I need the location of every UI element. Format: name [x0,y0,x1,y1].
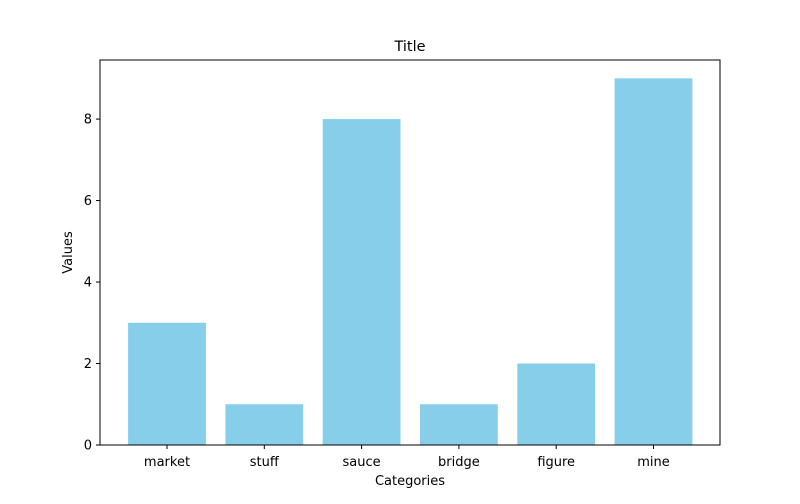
x-axis-ticks: market stuff sauce bridge figure mine [144,445,670,470]
y-tick-label: 2 [84,357,92,372]
bar-figure [517,363,596,445]
chart-title: Title [393,39,425,55]
y-tick-label: 4 [84,276,92,291]
plot-frame [99,59,721,446]
bar-bridge [420,404,498,445]
bar-mine [614,78,693,445]
x-tick-label: mine [637,455,670,470]
x-axis-label: Categories [375,474,445,489]
x-tick-label: stuff [250,455,280,470]
bar-market [128,322,206,445]
y-tick-label: 8 [84,113,92,128]
y-tick-label: 0 [84,439,92,454]
bar-sauce [322,119,401,445]
y-axis-label: Values [61,231,76,274]
y-tick-label: 6 [84,194,92,209]
x-tick-label: market [144,455,190,470]
bar-stuff [225,404,304,445]
x-tick-label: figure [537,455,575,470]
y-axis-ticks: 0 2 4 6 8 [84,113,100,454]
x-tick-label: sauce [343,455,381,470]
bars-layer [128,78,693,445]
x-tick-label: bridge [438,455,480,470]
